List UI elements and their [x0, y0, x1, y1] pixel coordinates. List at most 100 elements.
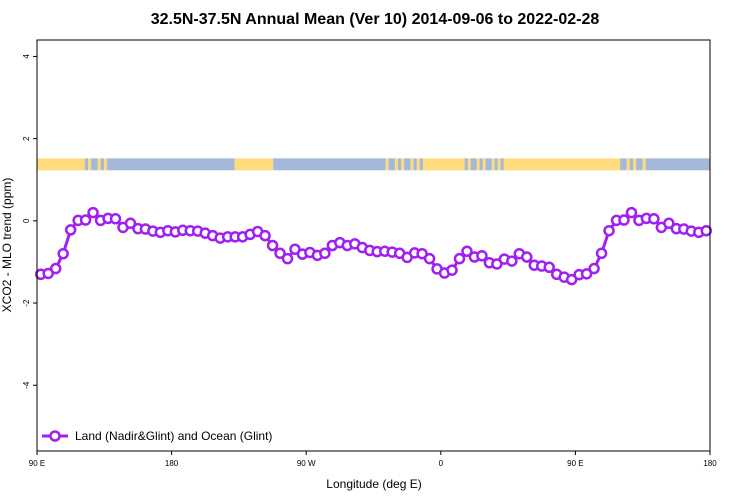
band-segment-mixed-part	[84, 158, 89, 171]
data-point	[618, 214, 630, 226]
band-segment-mixed-part	[397, 158, 402, 171]
band-segment-mixed-part	[461, 158, 466, 171]
band-segment-mixed-part	[410, 158, 414, 171]
band-segment-mixed-part	[639, 158, 643, 171]
y-tick-label: 2	[22, 136, 31, 141]
band-segment-land	[234, 158, 274, 171]
data-point	[595, 247, 608, 260]
data-point	[64, 224, 77, 236]
legend: Land (Nadir&Glint) and Ocean (Glint)	[42, 429, 272, 443]
band-segment-land	[503, 158, 621, 171]
data-point	[625, 206, 638, 219]
data-point	[109, 213, 122, 225]
band-segment-mixed-part	[494, 158, 499, 171]
band-segment-mixed-part	[467, 158, 472, 171]
band-segment-ocean	[645, 158, 711, 171]
data-point	[453, 252, 466, 265]
legend-label: Land (Nadir&Glint) and Ocean (Glint)	[75, 429, 272, 443]
data-point	[266, 239, 279, 252]
y-axis-label: XCO2 - MLO trend (ppm)	[0, 178, 14, 313]
band-segment-mixed-part	[404, 158, 408, 171]
x-tick-label: 90 E	[567, 459, 583, 468]
data-point	[274, 247, 286, 260]
surface-type-band	[37, 158, 711, 171]
band-segment-ocean	[273, 158, 386, 171]
band-segment-mixed-part	[100, 158, 105, 171]
band-segment-mixed-part	[388, 158, 393, 171]
band-segment-mixed-part	[103, 158, 108, 171]
band-segment-mixed-part	[642, 158, 647, 171]
band-segment-mixed-part	[391, 158, 396, 171]
data-point	[289, 243, 301, 255]
band-segment-mixed-part	[464, 158, 469, 171]
data-point	[79, 214, 92, 226]
band-segment-mixed-part	[623, 158, 628, 171]
data-point	[506, 255, 518, 267]
data-point	[603, 224, 615, 237]
data-point	[565, 273, 578, 286]
band-segment-mixed-part	[636, 158, 640, 171]
data-point	[700, 224, 713, 237]
data-point	[521, 251, 533, 263]
x-tick-label: 180	[703, 459, 717, 468]
series-group	[34, 206, 713, 286]
data-point	[423, 252, 436, 265]
band-segment-mixed-part	[479, 158, 484, 171]
plot-frame	[36, 39, 711, 452]
x-axis-label: Longitude (deg E)	[326, 477, 421, 491]
data-point	[446, 264, 458, 276]
band-segment-mixed-part	[94, 158, 98, 171]
band-segment-mixed-part	[401, 158, 405, 171]
x-tick-label: 0	[439, 459, 444, 468]
x-axis: 90 E 180 90 W 0 90 E 180	[29, 451, 717, 468]
band-segment-mixed-part	[476, 158, 481, 171]
band-segment-mixed-part	[107, 158, 111, 171]
data-point	[87, 206, 99, 219]
data-point	[648, 213, 660, 225]
band-segment-mixed-part	[626, 158, 631, 171]
data-point	[49, 262, 62, 275]
x-tick-label: 180	[165, 459, 179, 468]
data-point	[461, 245, 473, 258]
band-segment-mixed-part	[416, 158, 421, 171]
band-segment-mixed-part	[629, 158, 634, 171]
data-point	[476, 250, 488, 262]
x-tick-label: 90 E	[29, 459, 45, 468]
band-segment-mixed-part	[473, 158, 478, 171]
data-point	[124, 217, 137, 230]
band-segment-mixed-part	[491, 158, 496, 171]
data-point	[588, 262, 600, 275]
band-segment-mixed-part	[488, 158, 493, 171]
band-segment-mixed-part	[470, 158, 475, 171]
data-point	[491, 258, 503, 270]
data-point	[319, 247, 331, 260]
band-segment-ocean	[110, 158, 235, 171]
data-point	[57, 247, 69, 260]
data-point	[42, 267, 54, 280]
band-segment-mixed-part	[620, 158, 624, 171]
band-segment-mixed-part	[91, 158, 95, 171]
data-point	[663, 217, 675, 230]
y-tick-label: -4	[22, 381, 31, 389]
y-tick-label: -2	[22, 299, 31, 307]
chart-title: 32.5N-37.5N Annual Mean (Ver 10) 2014-09…	[151, 11, 600, 28]
legend-marker	[49, 430, 61, 442]
data-point	[416, 247, 428, 260]
band-segment-mixed-part	[419, 158, 424, 171]
band-segment-mixed-part	[500, 158, 505, 171]
band-segment-mixed-part	[413, 158, 418, 171]
band-segment-land	[422, 158, 463, 171]
data-point	[281, 252, 294, 265]
data-point	[259, 229, 271, 242]
y-tick-label: 4	[22, 54, 31, 59]
band-segment-mixed-part	[407, 158, 411, 171]
band-segment-mixed-part	[485, 158, 490, 171]
band-segment-mixed-part	[97, 158, 102, 171]
band-segment-mixed-part	[497, 158, 502, 171]
y-tick-label: 0	[22, 218, 31, 223]
band-segment-mixed-part	[632, 158, 637, 171]
data-point	[580, 268, 593, 280]
x-tick-label: 90 W	[297, 459, 316, 468]
band-segment-mixed-part	[394, 158, 399, 171]
